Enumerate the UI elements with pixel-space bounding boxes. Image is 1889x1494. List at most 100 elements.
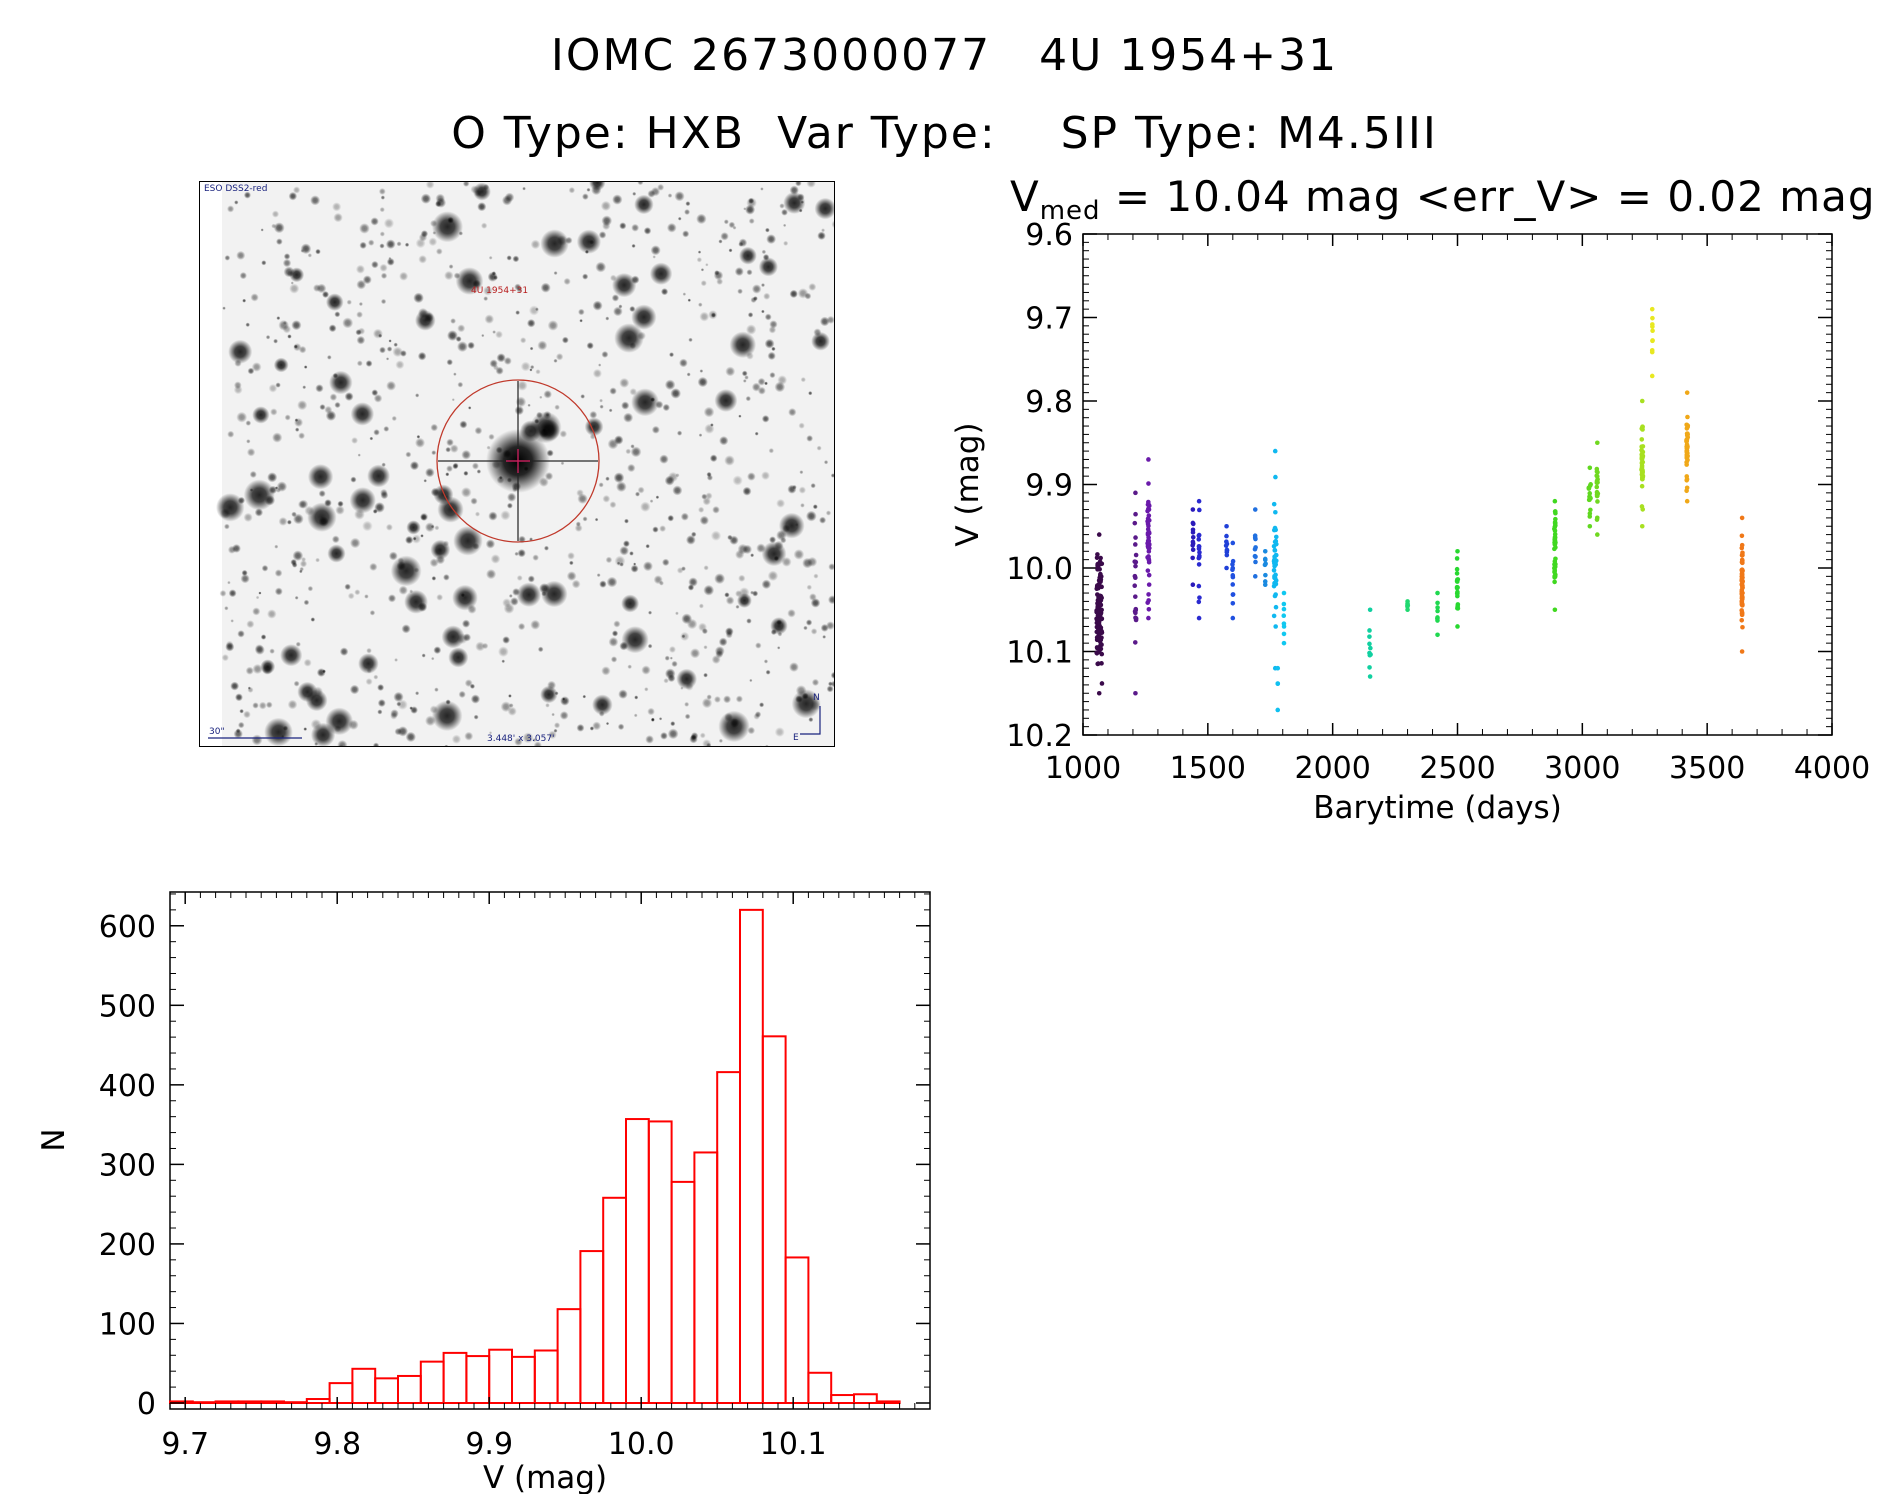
star [586, 187, 591, 192]
star [807, 556, 818, 567]
star [447, 330, 458, 342]
star [333, 212, 343, 223]
lightcurve-point [1639, 467, 1645, 472]
lightcurve-point [1262, 579, 1268, 584]
star [667, 514, 675, 522]
lightcurve-point [1594, 473, 1600, 479]
lightcurve-point [1640, 476, 1645, 482]
lightcurve-point [1196, 532, 1202, 538]
lightcurve-point [1196, 583, 1202, 589]
star [433, 484, 454, 505]
histogram-bar [784, 1256, 810, 1404]
star [483, 285, 493, 296]
star [452, 462, 459, 469]
star [569, 560, 574, 566]
lightcurve-point [1271, 613, 1277, 619]
lightcurve-point [1224, 523, 1229, 529]
star [247, 686, 254, 693]
lightcurve-point [1098, 637, 1104, 643]
star [488, 255, 493, 260]
lightcurve-point [1095, 616, 1100, 622]
lightcurve-point [1553, 545, 1558, 550]
lightcurve-point [1096, 611, 1101, 616]
lightcurve-point [1094, 637, 1100, 643]
star [741, 370, 748, 377]
star [295, 641, 301, 647]
lightcurve-point [1640, 454, 1645, 460]
star [530, 239, 541, 250]
lightcurve-point [1098, 610, 1103, 616]
star [592, 694, 613, 716]
star [380, 272, 388, 279]
lightcurve-point [1098, 571, 1103, 577]
lightcurve-point [1098, 574, 1104, 579]
lightcurve-point [1145, 568, 1151, 573]
star [710, 530, 722, 541]
star [571, 579, 581, 589]
lightcurve-point [1097, 627, 1103, 632]
star [664, 668, 676, 679]
star [455, 335, 462, 343]
star [425, 467, 435, 478]
star [274, 587, 283, 596]
star [698, 433, 703, 437]
lightcurve-point [1224, 533, 1229, 539]
lightcurve-point [1133, 610, 1138, 616]
lightcurve-point [1273, 624, 1278, 629]
star [379, 263, 388, 272]
lightcurve-point [1095, 583, 1100, 588]
lightcurve-point [1096, 578, 1102, 583]
lightcurve-point [1684, 437, 1689, 443]
star [307, 585, 314, 592]
lightcurve-point [1640, 507, 1646, 512]
star [576, 723, 585, 732]
lightcurve-point [1649, 347, 1655, 353]
star [346, 299, 352, 305]
star [669, 352, 675, 358]
lightcurve-point [1262, 556, 1268, 562]
fov-label: 3.448' x 3.057' [487, 734, 555, 744]
lightcurve-point [1098, 630, 1103, 636]
star [752, 296, 758, 301]
lightcurve-point [1095, 635, 1100, 640]
lightcurve-point [1275, 707, 1281, 713]
lightcurve-point [1739, 602, 1745, 607]
histogram-y-axis-label: N [36, 1128, 72, 1151]
star [582, 694, 587, 699]
lightcurve-point [1639, 426, 1645, 431]
histogram-y-tick-label: 100 [99, 1307, 156, 1342]
star [632, 191, 637, 196]
star [495, 366, 504, 375]
star [268, 383, 278, 393]
star [744, 375, 749, 380]
lightcurve-point [1230, 574, 1236, 580]
star [634, 695, 639, 700]
star [698, 603, 704, 609]
star [359, 241, 367, 250]
lightcurve-point [1096, 595, 1101, 600]
star [446, 465, 453, 473]
lightcurve-point [1133, 690, 1138, 696]
star [644, 687, 649, 692]
star [605, 721, 610, 726]
star [826, 685, 834, 693]
star [480, 222, 488, 229]
star [451, 734, 462, 744]
star [668, 645, 676, 654]
star [625, 448, 632, 455]
star [718, 239, 723, 244]
lightcurve-point [1132, 573, 1138, 579]
star [367, 464, 391, 488]
star [532, 738, 537, 742]
star [561, 336, 569, 344]
histogram-x-tick-label: 9.9 [465, 1427, 513, 1462]
star [580, 394, 586, 399]
histogram-bar [465, 1355, 491, 1404]
star [687, 298, 691, 302]
star [735, 604, 740, 609]
lightcurve-point [1097, 649, 1102, 655]
lightcurve-point [1230, 573, 1236, 578]
lightcurve-point [1684, 438, 1689, 444]
star [719, 435, 729, 446]
star [415, 238, 426, 249]
